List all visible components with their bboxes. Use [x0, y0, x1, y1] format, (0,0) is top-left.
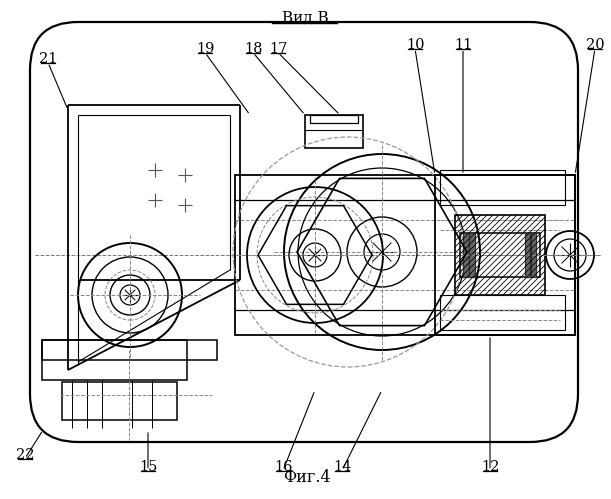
Text: 12: 12 [481, 460, 499, 474]
Text: 22: 22 [16, 448, 34, 462]
Bar [62, 382, 177, 420]
Text: 10: 10 [406, 38, 424, 52]
Bar [525, 233, 530, 277]
Bar [455, 215, 545, 295]
Text: 19: 19 [196, 42, 214, 56]
Bar [310, 115, 358, 123]
Bar [463, 233, 469, 277]
Bar [305, 115, 363, 148]
Bar [435, 175, 575, 335]
Bar [440, 295, 565, 330]
Text: 20: 20 [586, 38, 604, 52]
Text: 18: 18 [244, 42, 262, 56]
Text: 16: 16 [274, 460, 292, 474]
Bar [460, 233, 540, 277]
Text: 17: 17 [269, 42, 287, 56]
Bar [440, 170, 565, 205]
Bar [235, 175, 575, 335]
Text: 21: 21 [39, 52, 57, 66]
Bar [455, 215, 545, 295]
Bar [469, 233, 475, 277]
Bar [42, 340, 217, 360]
Text: 14: 14 [333, 460, 351, 474]
Text: Вид В: Вид В [282, 11, 328, 25]
Text: 15: 15 [139, 460, 157, 474]
Text: 11: 11 [454, 38, 472, 52]
Bar [42, 340, 187, 380]
Text: Фиг.4: Фиг.4 [283, 470, 331, 487]
Bar [531, 233, 536, 277]
